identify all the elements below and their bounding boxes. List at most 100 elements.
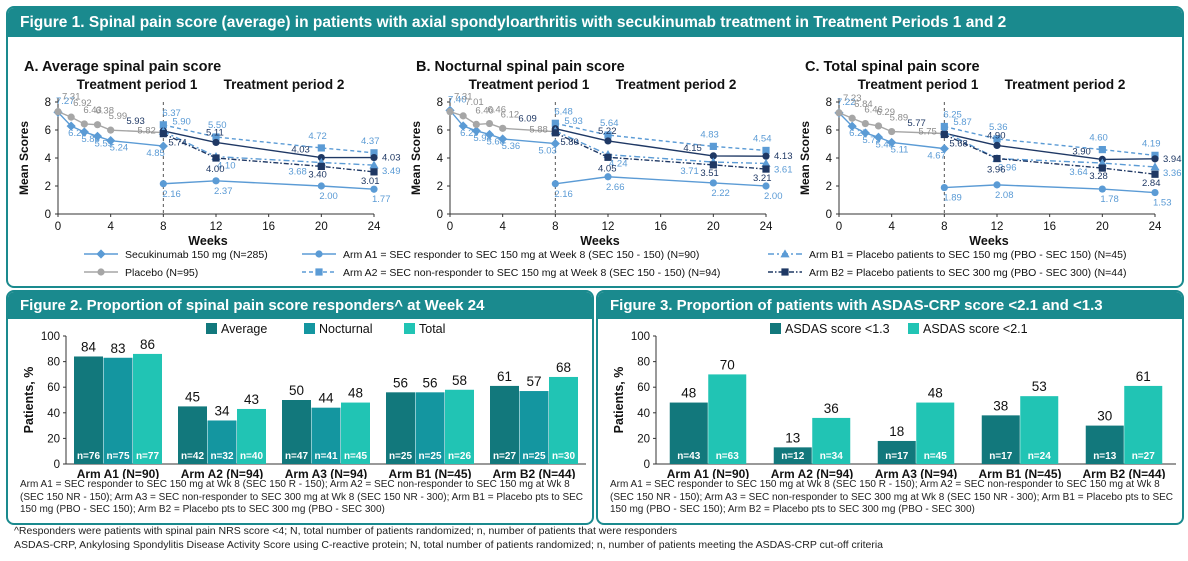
- data-point-secukinumab: [66, 121, 76, 131]
- data-point-a3: [762, 152, 770, 160]
- data-point-secukinumab: [860, 128, 870, 138]
- data-label-placebo: 6.38: [96, 106, 115, 117]
- data-point-a3: [212, 138, 220, 147]
- x-tick-label: 20: [707, 221, 720, 233]
- legend-label: Total: [419, 322, 445, 336]
- bar-group: 61 n=27: [1124, 369, 1163, 464]
- bar-value-label: 48: [928, 386, 943, 401]
- data-point-a2: [212, 133, 220, 141]
- series-b2: 5.80 4.05 3.51 3.21: [551, 129, 772, 184]
- data-label-placebo: 6.12: [501, 109, 519, 120]
- bar: [341, 402, 370, 464]
- data-label-a1: 2.16: [554, 189, 573, 200]
- bar: [773, 447, 812, 464]
- figure-3-chart: 0 20 40 60 80 100 Patients, % ASDAS score <1.3 A…: [612, 322, 1176, 479]
- y-tick-label: 4: [826, 153, 833, 165]
- bar-group: 58 n=26: [445, 373, 474, 464]
- data-label-placebo: 5.89: [890, 113, 909, 124]
- data-label-a3: 4.13: [774, 151, 793, 162]
- series-a2: 6.25 5.36 4.60 4.19: [940, 110, 1161, 159]
- bar-chart-asdas: 0 20 40 60 80 100 Patients, % ASDAS score <1.3 A…: [612, 322, 1176, 479]
- data-point-placebo: [485, 119, 494, 128]
- legend-item: Average: [206, 322, 267, 336]
- bar-n-label: n=47: [285, 451, 309, 462]
- line-chart-b: B. Nocturnal spinal pain score Treatment …: [409, 59, 793, 248]
- y-tick-label: 40: [47, 408, 60, 420]
- bar-n-label: n=25: [522, 451, 546, 462]
- y-tick-label: 6: [826, 125, 832, 137]
- data-point-secukinumab: [847, 121, 857, 131]
- y-tick-label: 100: [41, 331, 60, 343]
- legend-label-b1: Arm B1 = Placebo patients to SEC 150 mg …: [809, 249, 1126, 261]
- data-label-a3: 5.93: [126, 116, 145, 127]
- x-tick-label: 8: [941, 221, 947, 233]
- series-line-a3: [163, 130, 374, 159]
- data-point-placebo: [861, 119, 869, 128]
- data-point-b2: [762, 165, 770, 173]
- category-label: Arm A3 (N=94): [285, 467, 368, 479]
- figure-3-title: Figure 3. Proportion of patients with AS…: [598, 292, 1182, 319]
- data-point-a2: [551, 119, 559, 127]
- series-a1: 1.89 2.08 1.78 1.53: [940, 181, 1172, 209]
- y-tick-label: 2: [45, 181, 51, 193]
- y-axis-label: Mean Scores: [409, 121, 423, 195]
- bar-n-label: n=24: [1028, 451, 1052, 462]
- data-point-a2: [370, 149, 378, 157]
- data-label-a2: 5.36: [989, 122, 1008, 133]
- y-tick-label: 6: [45, 125, 51, 137]
- data-label-secukinumab: 7.22: [837, 97, 856, 108]
- data-label-secukinumab: 5.68: [487, 136, 506, 147]
- bar-group: 61 n=27: [490, 369, 519, 464]
- data-label-secukinumab: 5.48: [876, 139, 895, 150]
- y-tick-label: 0: [437, 209, 443, 221]
- x-tick-label: 12: [602, 221, 615, 233]
- data-label-placebo: 6.43: [83, 105, 102, 116]
- data-label-a1: 2.00: [319, 191, 338, 202]
- x-tick-label: 4: [499, 221, 506, 233]
- x-tick-label: 16: [1043, 221, 1056, 233]
- y-tick-label: 2: [437, 181, 443, 193]
- y-tick-label: 60: [47, 382, 60, 394]
- series-placebo: 7.236.846.466.295.89 5.75: [835, 93, 948, 138]
- x-tick-label: 8: [160, 221, 166, 233]
- data-point-secukinumab: [498, 134, 508, 144]
- series-placebo: 7.316.926.436.385.99 5.82: [54, 92, 167, 137]
- bar: [490, 385, 519, 464]
- data-label-placebo: 6.40: [475, 105, 494, 116]
- x-tick-label: 24: [368, 221, 381, 233]
- series-a2: 6.37 5.50 4.72 4.37: [159, 108, 380, 157]
- data-point-a1: [940, 183, 948, 192]
- bar-value-label: 83: [110, 341, 125, 356]
- data-point-a2: [604, 131, 612, 139]
- series-line-a1: [163, 180, 375, 190]
- legend-item-secukinumab: Secukinumab 150 mg (N=285): [84, 249, 268, 261]
- data-label-secukinumab: 6.29: [460, 128, 479, 139]
- bar-n-label: n=17: [989, 451, 1013, 462]
- legend-swatch: [206, 323, 217, 334]
- series-line-a1: [555, 176, 767, 187]
- data-point-a3: [604, 137, 612, 145]
- data-label-a3: 3.90: [1072, 146, 1091, 157]
- line-chart-title: B. Nocturnal spinal pain score: [416, 59, 625, 75]
- data-label-a2: 6.25: [943, 110, 962, 121]
- bar-n-label: n=41: [314, 451, 338, 462]
- data-label-a3: 4.15: [683, 143, 702, 154]
- data-point-b2: [1098, 164, 1106, 172]
- bar-n-label: n=27: [493, 451, 517, 462]
- data-label-a2: 4.83: [700, 129, 719, 140]
- data-label-secukinumab: 4.85: [146, 148, 165, 159]
- data-point-placebo: [107, 126, 115, 134]
- bar: [311, 407, 341, 464]
- series-a2: 6.48 5.64 4.83 4.54: [551, 106, 772, 155]
- y-axis-label: Mean Scores: [17, 121, 31, 195]
- y-tick-label: 0: [644, 459, 650, 471]
- data-point-b2: [604, 153, 612, 161]
- figure-1-title: Figure 1. Spinal pain score (average) in…: [8, 8, 1182, 37]
- figure-1-legend: Secukinumab 150 mg (N=285) Placebo (N=95)…: [84, 249, 1126, 279]
- data-label-a1: 1.89: [943, 193, 962, 204]
- series-line-b2: [555, 132, 767, 170]
- bar-n-label: n=63: [716, 451, 740, 462]
- data-label-a3: 4.03: [291, 145, 310, 156]
- data-point-a2: [1098, 146, 1106, 154]
